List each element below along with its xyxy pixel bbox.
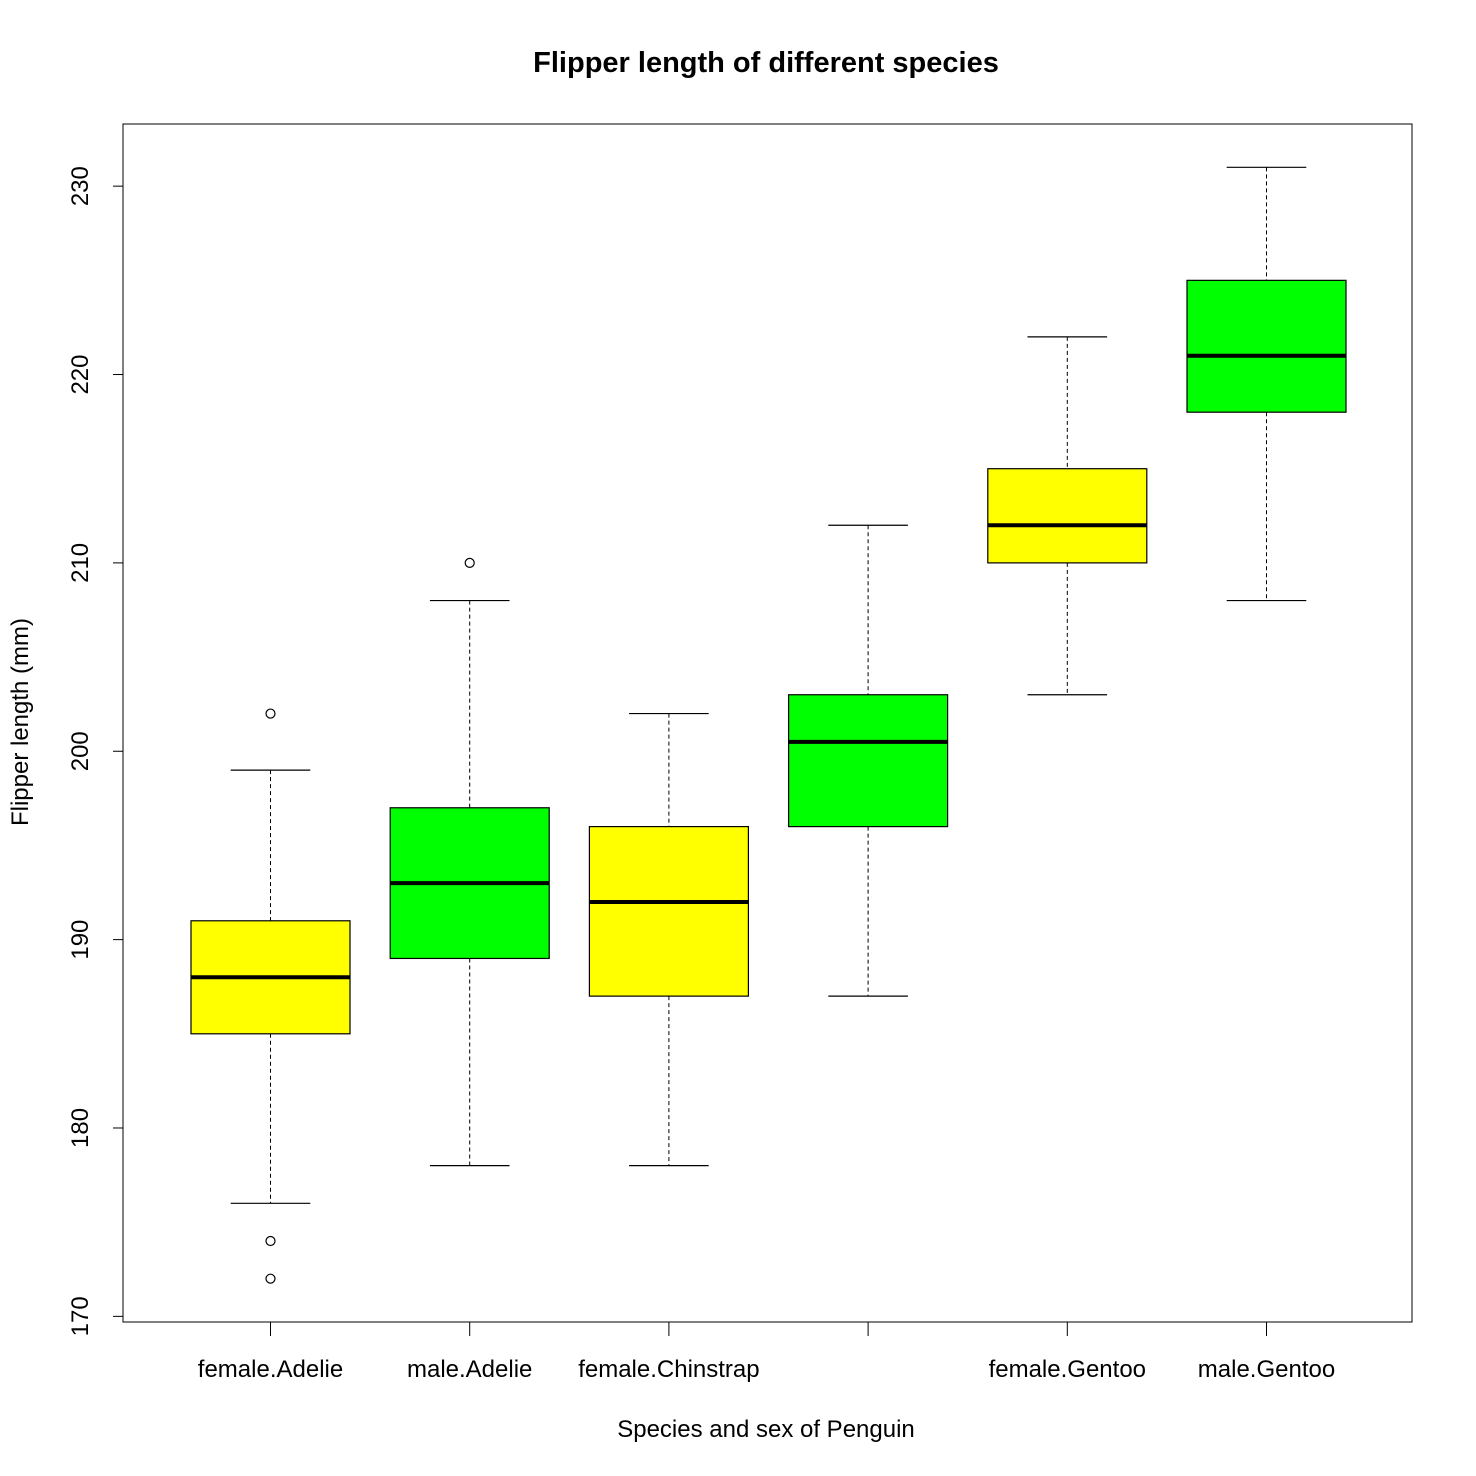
y-tick-label: 170: [67, 1296, 94, 1336]
y-tick-label: 230: [67, 166, 94, 206]
box-group: [787, 524, 949, 997]
x-tick-label: female.Adelie: [198, 1356, 343, 1383]
x-axis: female.Adelie male.Adelie female.Chinstrap…: [198, 1321, 1335, 1383]
box-group: [389, 557, 550, 1167]
box-iqr: [787, 694, 949, 828]
outlier-point: [265, 708, 276, 719]
box-group: [588, 712, 750, 1167]
plot-area: [190, 166, 1347, 1284]
box-iqr: [1186, 279, 1347, 413]
box-group: [987, 336, 1148, 696]
chart-title: Flipper length of different species: [533, 47, 999, 79]
x-tick-label: female.Chinstrap: [578, 1356, 759, 1383]
y-tick-label: 180: [67, 1108, 94, 1148]
box-group: [1186, 166, 1347, 602]
y-axis-label: Flipper length (mm): [7, 618, 34, 826]
box-iqr: [588, 826, 750, 997]
outlier-point: [265, 1235, 276, 1247]
y-tick-label: 210: [67, 543, 94, 583]
y-tick-label: 200: [67, 731, 94, 771]
y-tick-label: 190: [67, 920, 94, 960]
y-tick-label: 220: [67, 355, 94, 395]
box-iqr: [987, 468, 1148, 564]
x-tick-label: female.Gentoo: [989, 1356, 1146, 1383]
box-group: [190, 708, 351, 1284]
x-tick-label: male.Gentoo: [1198, 1356, 1335, 1383]
outlier-point: [265, 1273, 276, 1284]
x-tick-label: male.Adelie: [407, 1356, 532, 1383]
outlier-point: [464, 557, 475, 568]
y-axis: 170 180 190 200 210 220 230: [67, 166, 124, 1336]
x-axis-label: Species and sex of Penguin: [617, 1416, 915, 1443]
